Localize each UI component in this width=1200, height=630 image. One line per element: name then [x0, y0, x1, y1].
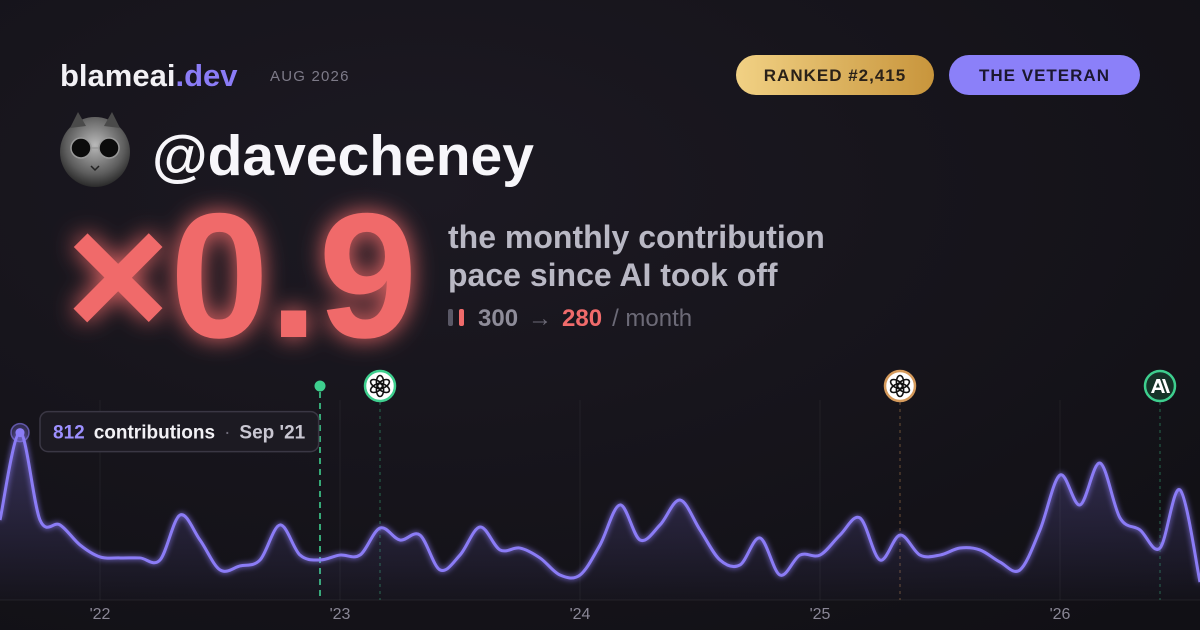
event-icon: [883, 369, 917, 403]
x-tick-label: '23: [330, 606, 351, 623]
icon-bg: [363, 369, 397, 403]
icon-glyph: [1151, 379, 1170, 393]
pace-arrow: →: [528, 305, 552, 332]
brand: blameai.dev: [60, 58, 238, 93]
event-icon: [363, 369, 397, 403]
handle: @davecheney: [152, 124, 534, 188]
caption-line: pace since AI took off: [448, 257, 778, 293]
tag-text: THE VETERAN: [979, 66, 1110, 85]
date: AUG 2026: [270, 68, 350, 85]
brand-name: blameai: [60, 58, 175, 93]
x-tick-label: '25: [810, 606, 831, 623]
event-icon: [1143, 369, 1177, 403]
x-tick-label: '26: [1050, 606, 1071, 623]
caption-line: the monthly contribution: [448, 219, 825, 255]
icon-petal: [889, 378, 904, 390]
icon-bg: [883, 369, 917, 403]
tooltip-box: [39, 410, 320, 453]
line: [0, 431, 1200, 583]
rank-badge: [736, 55, 934, 95]
pace: 300 → 280 / month: [478, 305, 692, 332]
tooltip-separator: ·: [224, 423, 230, 444]
avatar: [60, 112, 130, 187]
chart: '22 '23 '24 '25 '26 812 contributions · Sep '21: [0, 369, 1200, 623]
tooltip-date: Sep '21: [239, 423, 305, 444]
icon-petal: [369, 378, 384, 390]
tooltip: 812 contributions · Sep '21: [53, 423, 306, 444]
pace-before: 300: [478, 305, 518, 332]
peak-dot: [15, 428, 25, 438]
x-tick-label: '24: [570, 606, 591, 623]
tooltip-unit: contributions: [94, 423, 215, 444]
brand-domain: .dev: [175, 58, 238, 93]
pace-icon: [448, 309, 464, 326]
pace-unit: / month: [612, 305, 692, 332]
pace-after: 280: [562, 305, 602, 332]
tooltip-value: 812: [53, 423, 85, 444]
event-dot: [314, 380, 326, 392]
area: [0, 432, 1200, 600]
rank-text: RANKED #2,415: [764, 66, 906, 85]
tag-badge: [949, 55, 1140, 95]
multiplier: ×0.9: [66, 176, 417, 375]
x-tick-label: '22: [90, 606, 111, 623]
